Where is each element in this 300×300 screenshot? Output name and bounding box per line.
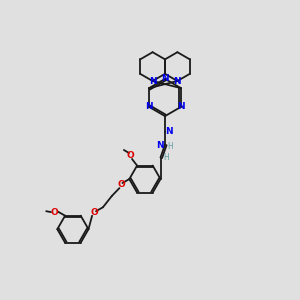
Text: H: H: [167, 142, 173, 151]
Text: O: O: [91, 208, 98, 217]
Text: N: N: [161, 74, 169, 83]
Text: O: O: [117, 180, 125, 189]
Text: N: N: [174, 76, 181, 85]
Text: N: N: [177, 102, 185, 111]
Text: N: N: [145, 102, 153, 111]
Text: N: N: [165, 127, 172, 136]
Text: O: O: [51, 208, 58, 217]
Text: N: N: [149, 76, 156, 85]
Text: N: N: [156, 141, 164, 150]
Text: H: H: [163, 153, 169, 162]
Text: O: O: [127, 151, 134, 160]
